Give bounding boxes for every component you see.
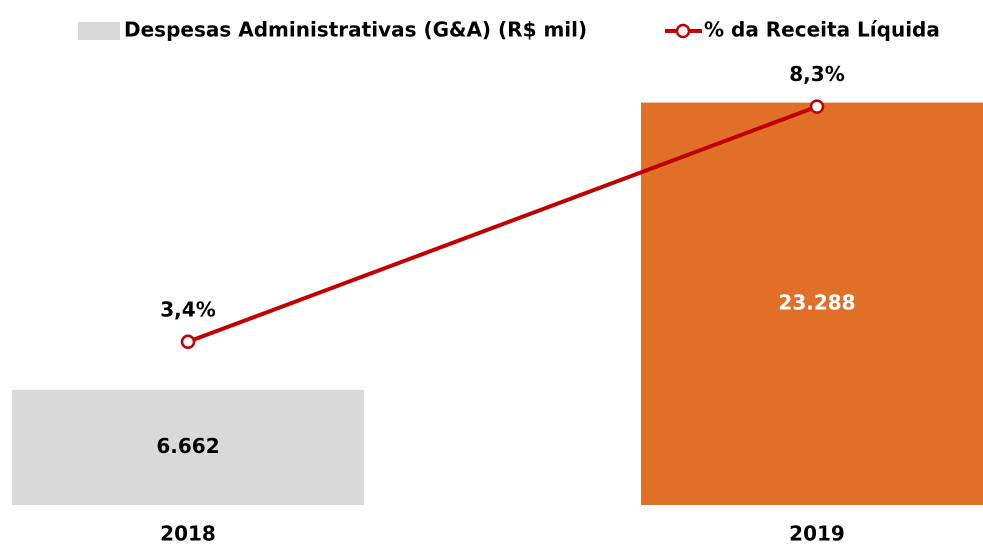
x-tick-label: 2018 bbox=[160, 522, 216, 546]
line-marker bbox=[809, 99, 825, 114]
data-label: 23.288 bbox=[778, 290, 855, 314]
data-label: 3,4% bbox=[160, 297, 215, 321]
legend-swatch-bar bbox=[78, 22, 120, 40]
legend-swatch-marker bbox=[675, 23, 691, 39]
data-label: 6.662 bbox=[156, 434, 219, 458]
bar bbox=[641, 102, 983, 505]
legend-label: Despesas Administrativas (G&A) (R$ mil) bbox=[124, 18, 587, 42]
bar bbox=[12, 389, 364, 505]
line-marker bbox=[180, 334, 196, 350]
data-label: 8,3% bbox=[789, 62, 844, 86]
line bbox=[187, 104, 818, 344]
x-tick-label: 2019 bbox=[789, 522, 845, 546]
legend-label: % da Receita Líquida bbox=[704, 18, 940, 42]
